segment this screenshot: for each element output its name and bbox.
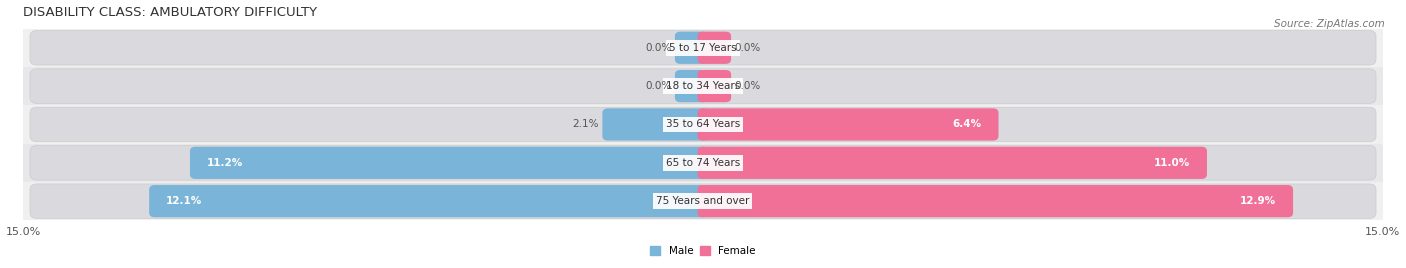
FancyBboxPatch shape: [697, 32, 731, 64]
Text: 65 to 74 Years: 65 to 74 Years: [666, 158, 740, 168]
Text: Source: ZipAtlas.com: Source: ZipAtlas.com: [1274, 19, 1385, 29]
FancyBboxPatch shape: [149, 185, 709, 217]
Text: 75 Years and over: 75 Years and over: [657, 196, 749, 206]
FancyBboxPatch shape: [22, 67, 1384, 105]
FancyBboxPatch shape: [22, 144, 1384, 182]
Text: 0.0%: 0.0%: [735, 43, 761, 53]
FancyBboxPatch shape: [675, 32, 709, 64]
FancyBboxPatch shape: [697, 185, 1294, 217]
FancyBboxPatch shape: [30, 31, 1376, 65]
FancyBboxPatch shape: [30, 146, 1376, 180]
Text: 2.1%: 2.1%: [572, 120, 599, 129]
Text: 6.4%: 6.4%: [953, 120, 981, 129]
FancyBboxPatch shape: [22, 182, 1384, 220]
Legend: Male, Female: Male, Female: [645, 242, 761, 260]
FancyBboxPatch shape: [697, 70, 731, 102]
FancyBboxPatch shape: [602, 108, 709, 141]
Text: 12.9%: 12.9%: [1240, 196, 1277, 206]
Text: 12.1%: 12.1%: [166, 196, 202, 206]
Text: 0.0%: 0.0%: [645, 81, 671, 91]
Text: 0.0%: 0.0%: [735, 81, 761, 91]
FancyBboxPatch shape: [22, 29, 1384, 67]
Text: 11.0%: 11.0%: [1154, 158, 1191, 168]
Text: 0.0%: 0.0%: [645, 43, 671, 53]
Text: 18 to 34 Years: 18 to 34 Years: [666, 81, 740, 91]
FancyBboxPatch shape: [697, 147, 1206, 179]
Text: 11.2%: 11.2%: [207, 158, 243, 168]
FancyBboxPatch shape: [30, 107, 1376, 142]
FancyBboxPatch shape: [30, 69, 1376, 103]
FancyBboxPatch shape: [22, 105, 1384, 144]
FancyBboxPatch shape: [697, 108, 998, 141]
FancyBboxPatch shape: [190, 147, 709, 179]
Text: 35 to 64 Years: 35 to 64 Years: [666, 120, 740, 129]
Text: DISABILITY CLASS: AMBULATORY DIFFICULTY: DISABILITY CLASS: AMBULATORY DIFFICULTY: [22, 6, 318, 18]
FancyBboxPatch shape: [30, 184, 1376, 218]
Text: 5 to 17 Years: 5 to 17 Years: [669, 43, 737, 53]
FancyBboxPatch shape: [675, 70, 709, 102]
